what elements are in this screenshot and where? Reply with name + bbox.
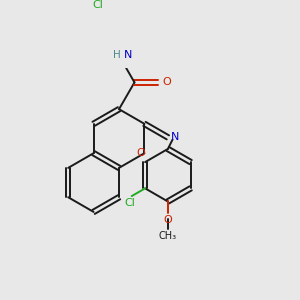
Text: Cl: Cl bbox=[125, 198, 136, 208]
Text: O: O bbox=[164, 215, 172, 225]
Text: O: O bbox=[136, 148, 145, 158]
Text: Cl: Cl bbox=[92, 0, 103, 10]
Text: N: N bbox=[124, 50, 132, 60]
Text: N: N bbox=[171, 132, 179, 142]
Text: CH₃: CH₃ bbox=[159, 231, 177, 241]
Text: H: H bbox=[113, 50, 121, 60]
Text: O: O bbox=[162, 77, 171, 87]
